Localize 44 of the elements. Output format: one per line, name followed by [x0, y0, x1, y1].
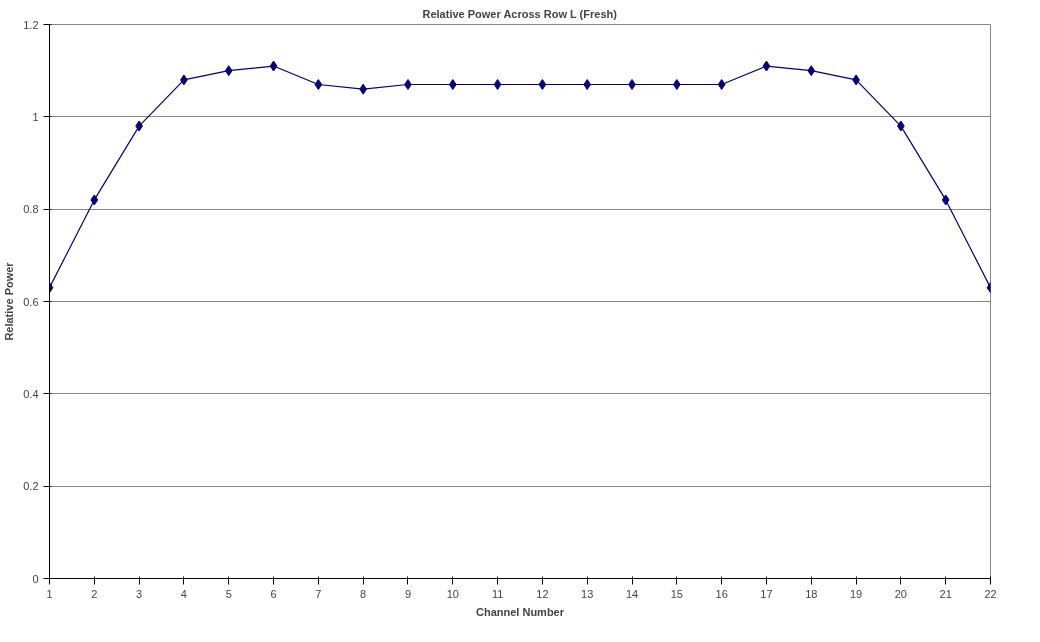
x-tick-label: 14 [625, 587, 639, 600]
x-tick-label: 3 [136, 587, 143, 600]
point [538, 79, 547, 91]
point [90, 194, 99, 206]
x-tick-label: 15 [670, 587, 683, 600]
x-tick-label: 6 [270, 587, 277, 600]
point [448, 79, 457, 91]
point [717, 79, 726, 91]
point [314, 79, 323, 91]
x-tick-label: 9 [404, 587, 412, 600]
x-tick-label: 22 [984, 587, 997, 600]
point [807, 65, 816, 77]
point [583, 79, 592, 91]
x-tick-label: 13 [581, 587, 594, 600]
y-tick-label: 0.6 [23, 295, 39, 308]
x-tick-label: 4 [180, 587, 187, 600]
y-tick-label: 0.4 [23, 387, 39, 400]
x-tick-label: 10 [446, 587, 459, 600]
y-tick-label: 0.2 [23, 480, 39, 493]
x-tick-label: 1 [46, 587, 53, 600]
point [493, 79, 502, 91]
point [941, 194, 950, 206]
x-tick-label: 7 [315, 587, 322, 600]
x-tick-label: 16 [715, 587, 728, 600]
y-tick-label: 1 [32, 110, 39, 123]
x-tick-label: 21 [939, 587, 952, 600]
point [269, 60, 278, 72]
y-tick-label: 0 [32, 572, 39, 585]
chart-title: Relative Power Across Row L (Fresh) [422, 7, 618, 20]
x-tick-label: 8 [360, 587, 367, 600]
point [762, 60, 771, 72]
y-axis-title: Relative Power [3, 261, 16, 341]
x-tick-label: 2 [91, 587, 98, 600]
x-axis-title: Channel Number [475, 605, 565, 618]
y-tick-label: 1.2 [23, 18, 39, 31]
x-tick-label: 5 [225, 587, 232, 600]
y-tick-label: 0.8 [23, 203, 39, 216]
x-tick-label: 12 [536, 587, 549, 600]
x-tick-label: 11 [491, 587, 504, 600]
x-tick-label: 17 [760, 587, 773, 600]
x-tick-label: 19 [849, 587, 863, 600]
point [224, 65, 233, 77]
x-tick-label: 18 [805, 587, 818, 600]
x-tick-label: 20 [894, 587, 908, 600]
